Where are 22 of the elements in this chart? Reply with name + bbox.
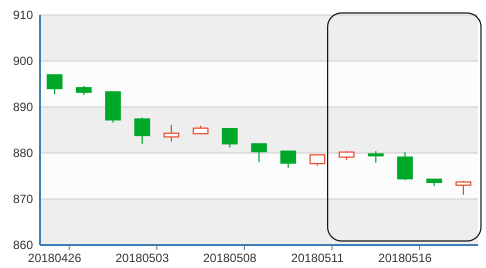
candlestick <box>280 150 296 168</box>
candlestick <box>46 74 62 95</box>
candlestick <box>251 143 267 163</box>
x-tick-label: 20180503 <box>116 251 170 265</box>
candlestick <box>164 124 180 142</box>
candlestick <box>368 150 384 164</box>
y-tick-label: 890 <box>12 100 34 114</box>
candlestick <box>397 151 413 181</box>
x-tick-label: 20180516 <box>378 251 432 265</box>
x-tick-label: 20180426 <box>28 251 82 265</box>
x-tick-label: 20180511 <box>291 251 344 265</box>
y-tick-label: 900 <box>12 54 34 68</box>
y-tick-label: 860 <box>12 238 34 252</box>
y-tick-label: 870 <box>12 192 34 206</box>
y-tick-label: 880 <box>12 146 34 160</box>
y-tick-label: 910 <box>12 8 34 22</box>
x-tick-label: 20180508 <box>203 251 257 265</box>
candlestick <box>76 85 92 96</box>
candlestick <box>222 128 238 148</box>
candlestick <box>134 116 150 144</box>
candlestick <box>310 154 326 166</box>
candlestick <box>456 180 472 196</box>
